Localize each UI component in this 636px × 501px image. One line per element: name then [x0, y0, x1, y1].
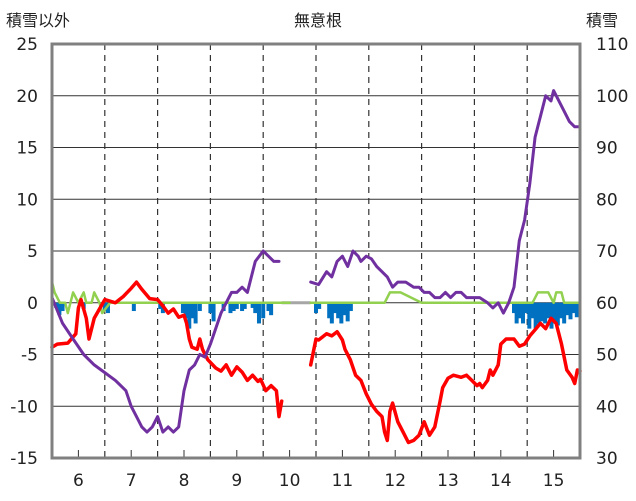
precip-bar	[555, 302, 560, 326]
precip-bar	[234, 302, 239, 309]
precip-bar	[250, 302, 255, 308]
right-y-tick-label: 60	[596, 294, 618, 314]
right-y-tick-label: 50	[596, 346, 618, 366]
left-y-tick-label: 5	[27, 242, 38, 262]
precip-bar	[314, 302, 318, 314]
precip-bar	[546, 302, 551, 319]
precip-bar	[131, 302, 136, 312]
precip-bar	[190, 302, 195, 319]
precip-bar	[517, 302, 522, 319]
left-y-tick-label: -15	[10, 449, 38, 469]
precip-bar	[231, 302, 236, 312]
precip-bar	[342, 302, 347, 316]
precip-bar	[536, 302, 541, 324]
precip-bar	[242, 302, 247, 309]
x-tick-label: 13	[437, 471, 459, 491]
snow-depth-line	[309, 89, 582, 315]
precip-bar	[571, 302, 576, 314]
left-y-tick-label: 25	[16, 35, 38, 55]
left-y-tick-label: -10	[10, 397, 38, 417]
left-y-tick-label: 15	[16, 139, 38, 159]
temperature-line	[308, 316, 582, 445]
precip-bar	[336, 302, 341, 319]
precip-bar	[57, 302, 62, 316]
precip-bar	[228, 302, 233, 314]
right-y-tick-label: 70	[596, 242, 618, 262]
x-tick-label: 9	[231, 471, 242, 491]
precip-bar	[524, 302, 529, 314]
precip-bar	[105, 302, 110, 314]
x-tick-label: 7	[126, 471, 137, 491]
temperature-line	[50, 280, 284, 419]
precip-bar	[253, 302, 258, 314]
x-tick-label: 10	[279, 471, 301, 491]
right-y-tick-label: 110	[596, 35, 628, 55]
precip-bar	[211, 302, 216, 322]
precip-bar	[552, 302, 557, 322]
x-tick-label: 12	[384, 471, 406, 491]
precip-bar	[549, 302, 554, 329]
chart-title: 無意根	[294, 11, 342, 30]
precip-bar	[520, 302, 525, 324]
precip-bar	[60, 302, 65, 312]
left-y-tick-label: 0	[27, 294, 38, 314]
x-tick-label: 14	[490, 471, 512, 491]
left-axis-label: 積雪以外	[6, 11, 70, 30]
x-tick-label: 15	[543, 471, 565, 491]
precip-bar	[269, 302, 274, 316]
precip-bar	[329, 302, 334, 324]
precip-bar	[558, 302, 563, 319]
precip-bar	[317, 302, 322, 309]
right-y-tick-label: 40	[596, 397, 618, 417]
right-y-tick-label: 80	[596, 190, 618, 210]
precip-bar	[102, 302, 107, 312]
x-tick-label: 6	[73, 471, 84, 491]
x-tick-label: 11	[332, 471, 354, 491]
precip-bar	[184, 302, 189, 319]
precip-bar	[512, 302, 516, 314]
precip-bar	[574, 302, 579, 318]
snow-depth-line	[50, 249, 281, 434]
wind-line	[309, 291, 582, 305]
precip-bar	[197, 302, 202, 312]
precip-bar	[240, 302, 245, 312]
precip-bar	[327, 302, 332, 319]
gridlines	[52, 44, 580, 458]
precip-bar	[261, 302, 266, 319]
precip-bar	[539, 302, 544, 322]
precip-bar	[333, 302, 338, 314]
precip-bar	[208, 302, 213, 314]
right-y-tick-label: 90	[596, 139, 618, 159]
precip-bar	[339, 302, 344, 324]
precip-bar	[514, 302, 519, 324]
precip-bar	[180, 302, 185, 314]
precip-bar	[266, 302, 271, 312]
precip-bar	[345, 302, 350, 322]
series-lines	[50, 89, 582, 445]
precip-bar	[158, 302, 163, 309]
precip-bar	[565, 302, 570, 316]
precip-bar	[348, 302, 353, 312]
precip-bar	[193, 302, 198, 324]
left-y-tick-label: 10	[16, 190, 38, 210]
right-y-tick-label: 100	[596, 87, 628, 107]
precip-bar	[256, 302, 261, 324]
x-tick-label: 8	[179, 471, 190, 491]
precip-bar	[562, 302, 567, 324]
wind-line	[50, 280, 291, 315]
precip-bar	[527, 302, 532, 329]
plot-frame	[50, 42, 582, 460]
precip-bar	[568, 302, 573, 320]
precip-bar	[543, 302, 548, 324]
right-axis-label: 積雪	[586, 11, 618, 30]
precip-bar	[530, 302, 535, 319]
precip-bar	[187, 302, 192, 329]
precip-bar	[533, 302, 538, 329]
left-y-tick-label: 20	[16, 87, 38, 107]
left-y-tick-label: -5	[21, 346, 38, 366]
right-y-tick-label: 30	[596, 449, 618, 469]
